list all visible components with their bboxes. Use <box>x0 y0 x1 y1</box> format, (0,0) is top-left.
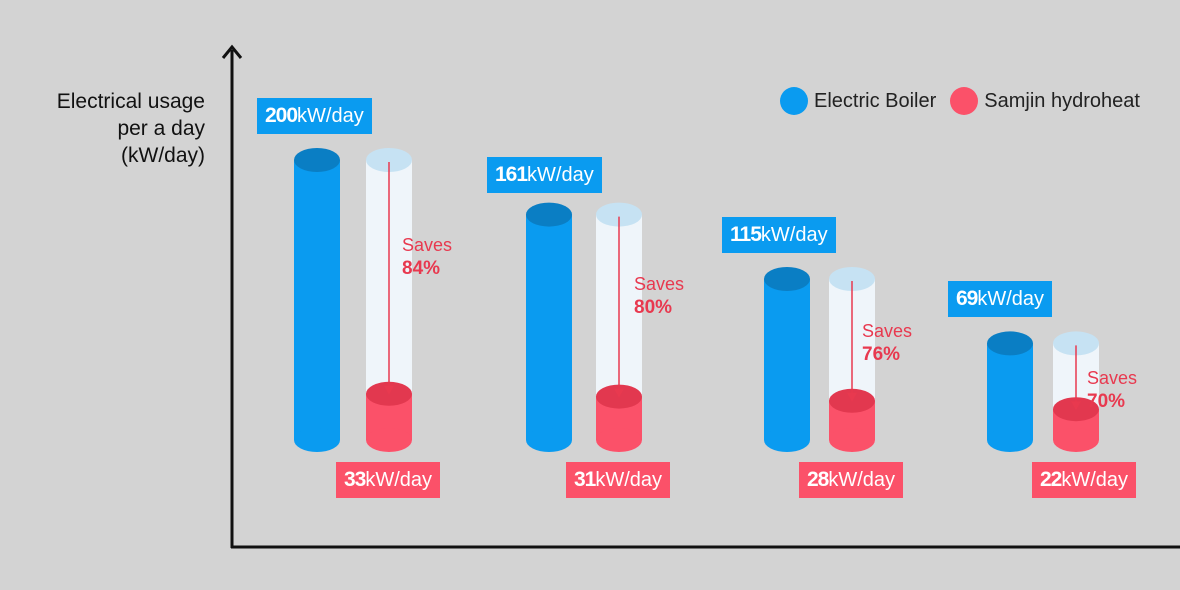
bars <box>294 148 1099 452</box>
savings-text-2: Saves <box>634 274 685 295</box>
electric-boiler-bar-2-body <box>526 214 572 440</box>
samjin-value-4-unit: kW/day <box>1061 469 1129 491</box>
samjin-reference-bar-1-top <box>366 148 412 172</box>
savings-label-4: Saves 70% <box>1087 367 1137 413</box>
savings-label-2: Saves 80% <box>634 273 684 319</box>
electric-boiler-bar-1-body <box>294 160 340 440</box>
electric-boiler-bar-1-bottom <box>294 428 340 452</box>
savings-label-1: Saves 84% <box>402 234 452 280</box>
electric-boiler-bar-3-top <box>764 267 810 291</box>
electric-boiler-value-4-number: 69 <box>956 287 978 311</box>
samjin-value-3-unit: kW/day <box>828 469 896 491</box>
savings-arrowhead-3 <box>847 392 857 402</box>
electric-boiler-bar-1-top <box>294 148 340 172</box>
legend-dot-samjin <box>950 87 979 115</box>
samjin-bar-4-bottom <box>1053 428 1099 452</box>
electric-boiler-bar-2-top <box>526 202 572 227</box>
legend-dot-electric-boiler <box>780 87 808 115</box>
samjin-value-2-number: 31 <box>574 468 596 491</box>
electric-boiler-value-2: 161kW/day <box>487 156 602 193</box>
y-axis-arrow <box>221 44 243 59</box>
electric-boiler-value-4-unit: kW/day <box>977 288 1045 311</box>
axes <box>221 44 1180 549</box>
savings-arrowhead-1 <box>384 385 394 395</box>
electric-boiler-value-1-number: 200 <box>265 104 298 127</box>
samjin-reference-bar-2-top <box>596 202 642 227</box>
savings-label-3: Saves 76% <box>862 320 912 366</box>
savings-percent-1: 84% <box>402 258 441 280</box>
electric-boiler-value-2-number: 161 <box>495 162 528 186</box>
legend-label-samjin: Samjin hydroheat <box>984 89 1140 112</box>
savings-text-1: Saves <box>402 235 453 256</box>
samjin-value-1-number: 33 <box>344 468 366 491</box>
savings-arrowhead-4 <box>1071 401 1081 411</box>
samjin-reference-bar-3-top <box>829 267 875 291</box>
electric-boiler-bar-4-body <box>987 343 1033 440</box>
savings-percent-4: 70% <box>1087 391 1126 413</box>
y-axis-label-line-2: per a day <box>117 117 205 140</box>
samjin-value-4: 22kW/day <box>1032 462 1137 498</box>
electric-boiler-bar-4-top <box>987 331 1033 356</box>
y-axis-label-line-1: Electrical usage <box>56 90 205 113</box>
savings-text-3: Saves <box>862 320 913 341</box>
electric-boiler-bar-3-body <box>764 279 810 440</box>
samjin-reference-bar-4-top <box>1053 331 1099 356</box>
electric-boiler-value-4: 69kW/day <box>948 281 1053 318</box>
electric-boiler-value-1: 200kW/day <box>257 98 372 134</box>
y-axis-label: Electrical usage per a day (kW/day) <box>57 88 205 169</box>
y-axis-label-line-3: (kW/day) <box>121 144 205 167</box>
electric-boiler-value-3: 115kW/day <box>722 217 836 253</box>
samjin-bar-3-bottom <box>829 428 875 452</box>
electric-boiler-value-3-number: 115 <box>730 223 762 246</box>
legend-label-electric-boiler: Electric Boiler <box>814 89 937 112</box>
samjin-value-3-number: 28 <box>807 468 829 491</box>
savings-text-4: Saves <box>1087 368 1138 389</box>
samjin-bar-1-bottom <box>366 428 412 452</box>
savings-percent-3: 76% <box>862 343 901 365</box>
electric-boiler-bar-3-bottom <box>764 428 810 452</box>
electric-boiler-value-1-unit: kW/day <box>297 105 364 127</box>
samjin-value-4-number: 22 <box>1040 468 1062 491</box>
samjin-bar-2-bottom <box>596 428 642 452</box>
electric-boiler-bar-4-bottom <box>987 428 1033 452</box>
samjin-value-2-unit: kW/day <box>595 469 663 491</box>
savings-percent-2: 80% <box>634 297 673 319</box>
samjin-value-3: 28kW/day <box>799 462 904 498</box>
legend: Electric Boiler Samjin hydroheat <box>780 87 1154 115</box>
samjin-value-2: 31kW/day <box>566 462 671 498</box>
samjin-value-1-unit: kW/day <box>365 469 433 491</box>
savings-arrowhead-2 <box>614 388 624 398</box>
electric-boiler-bar-2-bottom <box>526 428 572 452</box>
legend-item-electric-boiler: Electric Boiler <box>780 87 936 115</box>
samjin-value-1: 33kW/day <box>336 462 441 498</box>
electric-boiler-value-3-unit: kW/day <box>760 224 828 246</box>
legend-item-samjin: Samjin hydroheat <box>950 87 1140 115</box>
electric-boiler-value-2-unit: kW/day <box>527 163 594 186</box>
